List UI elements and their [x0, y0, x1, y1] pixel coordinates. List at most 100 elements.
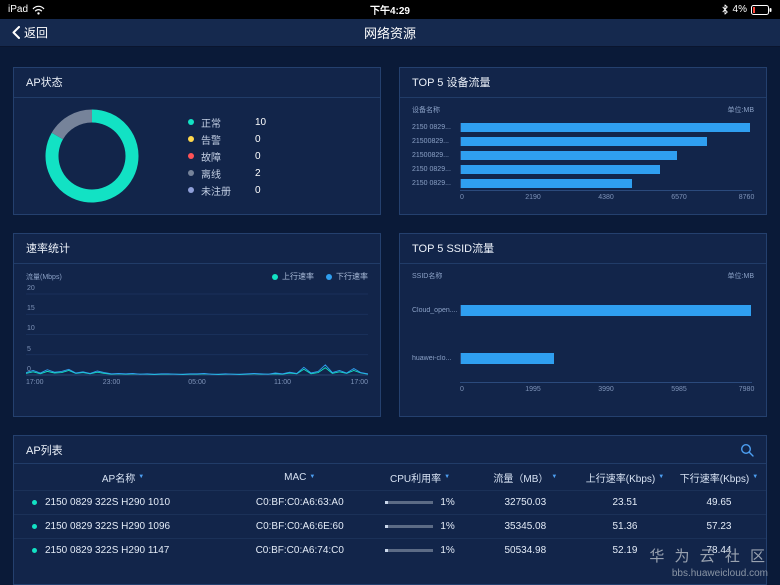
- device-unit-label: 单位:MB: [727, 107, 754, 114]
- bluetooth-icon: [721, 4, 728, 15]
- rate-line-legend: 上行速率 下行速率: [272, 271, 368, 282]
- cpu-progressbar: [385, 549, 434, 552]
- ap-status-legend: 正常 10 告警 0 故障 0 离线 2 未注册 0: [188, 114, 266, 199]
- ap-name-cell: 2150 0829 322S H290 1010: [14, 497, 232, 508]
- table-row[interactable]: 2150 0829 322S H290 1096 C0:BF:C0:A6:6E:6…: [14, 514, 766, 538]
- axis-tick-label: 20: [27, 285, 35, 293]
- ap-status-body: 正常 10 告警 0 故障 0 离线 2 未注册 0: [14, 98, 380, 214]
- device-label: iPad: [8, 4, 29, 15]
- ssid-traffic-title: TOP 5 SSID流量: [400, 234, 766, 264]
- mac-cell: C0:BF:C0:A6:6E:60: [255, 521, 344, 532]
- axis-tick-label: 05:00: [188, 379, 206, 386]
- legend-value: 10: [255, 116, 267, 128]
- bar-row: 2150 0829...: [412, 162, 752, 176]
- rate-line-plot: 0 5 10 15 20: [26, 285, 368, 376]
- donut-segment: [45, 109, 139, 203]
- axis-tick-label: 0: [27, 365, 31, 373]
- ssid-traffic-axis-head: SSID名称 单位:MB: [400, 264, 766, 284]
- bar: [461, 164, 661, 174]
- bar-slot: [460, 150, 752, 160]
- column-header-label: 流量（MB）: [493, 473, 549, 485]
- up-rate-cell: 23.51: [612, 497, 638, 508]
- legend-dot: [188, 170, 194, 176]
- column-header[interactable]: 上行速率(Kbps) ▼: [578, 470, 672, 485]
- wifi-icon: [32, 5, 45, 15]
- status-bar: iPad 下午4:29 4%: [0, 0, 780, 19]
- bar-row: 2150 0829...: [412, 176, 752, 190]
- ssid-axis-title: SSID名称: [412, 273, 443, 280]
- ap-list-title: AP列表: [26, 444, 63, 457]
- axis-tick-label: 2190: [525, 194, 541, 201]
- table-row[interactable]: 2150 0829 322S H290 1010 C0:BF:C0:A6:63:A…: [14, 490, 766, 514]
- ap-table-body: 2150 0829 322S H290 1010 C0:BF:C0:A6:63:A…: [14, 490, 766, 562]
- bar: [461, 304, 751, 316]
- sort-arrow-icon[interactable]: ▼: [444, 474, 451, 480]
- axis-tick-label: 5985: [671, 386, 687, 393]
- axis-tick-label: 3990: [598, 386, 614, 393]
- bar: [461, 122, 750, 132]
- column-header[interactable]: 下行速率(Kbps) ▼: [672, 470, 766, 485]
- ap-name: 2150 0829 322S H290 1010: [45, 497, 171, 508]
- column-header-label: CPU利用率: [390, 473, 442, 485]
- cpu-progressbar: [385, 501, 434, 504]
- bar-category-label: huawei-clo...: [412, 354, 452, 362]
- legend-value: 2: [255, 167, 261, 179]
- legend-item: 未注册 0: [188, 182, 266, 199]
- x-axis: 0 2190 4380 6570 8760: [460, 190, 754, 204]
- page-title: 网络资源: [363, 26, 416, 41]
- sort-arrow-icon[interactable]: ▼: [138, 474, 145, 480]
- card-rate-stats: 速率统计 流量(Mbps) 上行速率 下行速率 0 5 10 15 20 17:00 23:…: [13, 233, 381, 417]
- axis-tick-label: 10: [27, 325, 35, 333]
- ap-name-cell: 2150 0829 322S H290 1096: [14, 521, 232, 532]
- cpu-cell: 1%: [367, 521, 472, 532]
- sort-arrow-icon[interactable]: ▼: [551, 474, 558, 480]
- cpu-cell: 1%: [367, 545, 472, 556]
- legend-dot: [188, 187, 194, 193]
- bar-slot: [460, 352, 752, 364]
- bar-category-label: Cloud_open....: [412, 306, 458, 314]
- device-traffic-axis-head: 设备名称 单位:MB: [400, 98, 766, 118]
- x-axis: 0 1995 3990 5985 7980: [460, 382, 754, 396]
- bar-row: 2150 0829...: [412, 120, 752, 134]
- axis-tick-label: 0: [460, 194, 464, 201]
- ssid-unit-label: 单位:MB: [727, 273, 754, 280]
- legend-item: 下行速率: [326, 271, 368, 282]
- traffic-cell: 50534.98: [504, 545, 547, 556]
- bar-slot: [460, 304, 752, 316]
- legend-dot: [188, 136, 194, 142]
- legend-label: 故障: [201, 152, 221, 164]
- legend-label: 上行速率: [282, 272, 314, 281]
- bar-axis-row: 0 1995 3990 5985 7980: [412, 382, 754, 416]
- status-dot: [32, 548, 37, 553]
- down-rate-cell: 57.23: [706, 521, 732, 532]
- back-label: 返回: [24, 26, 49, 40]
- bar-row: huawei-clo...: [412, 334, 752, 382]
- column-header[interactable]: MAC ▼: [232, 472, 367, 483]
- card-ap-status: AP状态 正常 10 告警 0 故障 0 离线 2 未注册 0: [13, 67, 381, 215]
- sort-arrow-icon[interactable]: ▼: [658, 474, 665, 480]
- sort-arrow-icon[interactable]: ▼: [752, 474, 759, 480]
- bar: [461, 136, 707, 146]
- up-rate-cell: 52.19: [612, 545, 638, 556]
- legend-label: 正常: [201, 118, 221, 130]
- device-axis-title: 设备名称: [412, 107, 440, 114]
- axis-tick-label: 5: [27, 345, 31, 353]
- legend-item: 告警 0: [188, 131, 266, 148]
- sort-arrow-icon[interactable]: ▼: [309, 474, 316, 480]
- column-header[interactable]: AP名称 ▼: [14, 470, 232, 485]
- ssid-traffic-chart: Cloud_open.... huawei-clo... 0 1995 3990 5985…: [400, 284, 766, 416]
- bar-slot: [460, 178, 752, 188]
- ap-table-head: AP名称 ▼ MAC ▼ CPU利用率 ▼ 流量（MB） ▼ 上行速率(Kbps) ▼ 下行速率(K…: [14, 464, 766, 490]
- column-header[interactable]: 流量（MB） ▼: [473, 470, 578, 485]
- back-button[interactable]: 返回: [12, 24, 48, 41]
- back-chevron-icon: [12, 26, 20, 39]
- legend-dot: [272, 273, 278, 280]
- mac-cell: C0:BF:C0:A6:63:A0: [255, 497, 344, 508]
- column-header[interactable]: CPU利用率 ▼: [367, 470, 472, 485]
- legend-value: 0: [255, 184, 261, 196]
- search-icon[interactable]: [740, 443, 754, 457]
- traffic-cell: 35345.08: [504, 521, 547, 532]
- table-row[interactable]: 2150 0829 322S H290 1147 C0:BF:C0:A6:74:C…: [14, 538, 766, 562]
- legend-item: 离线 2: [188, 165, 266, 182]
- cpu-progress-fill: [385, 501, 389, 504]
